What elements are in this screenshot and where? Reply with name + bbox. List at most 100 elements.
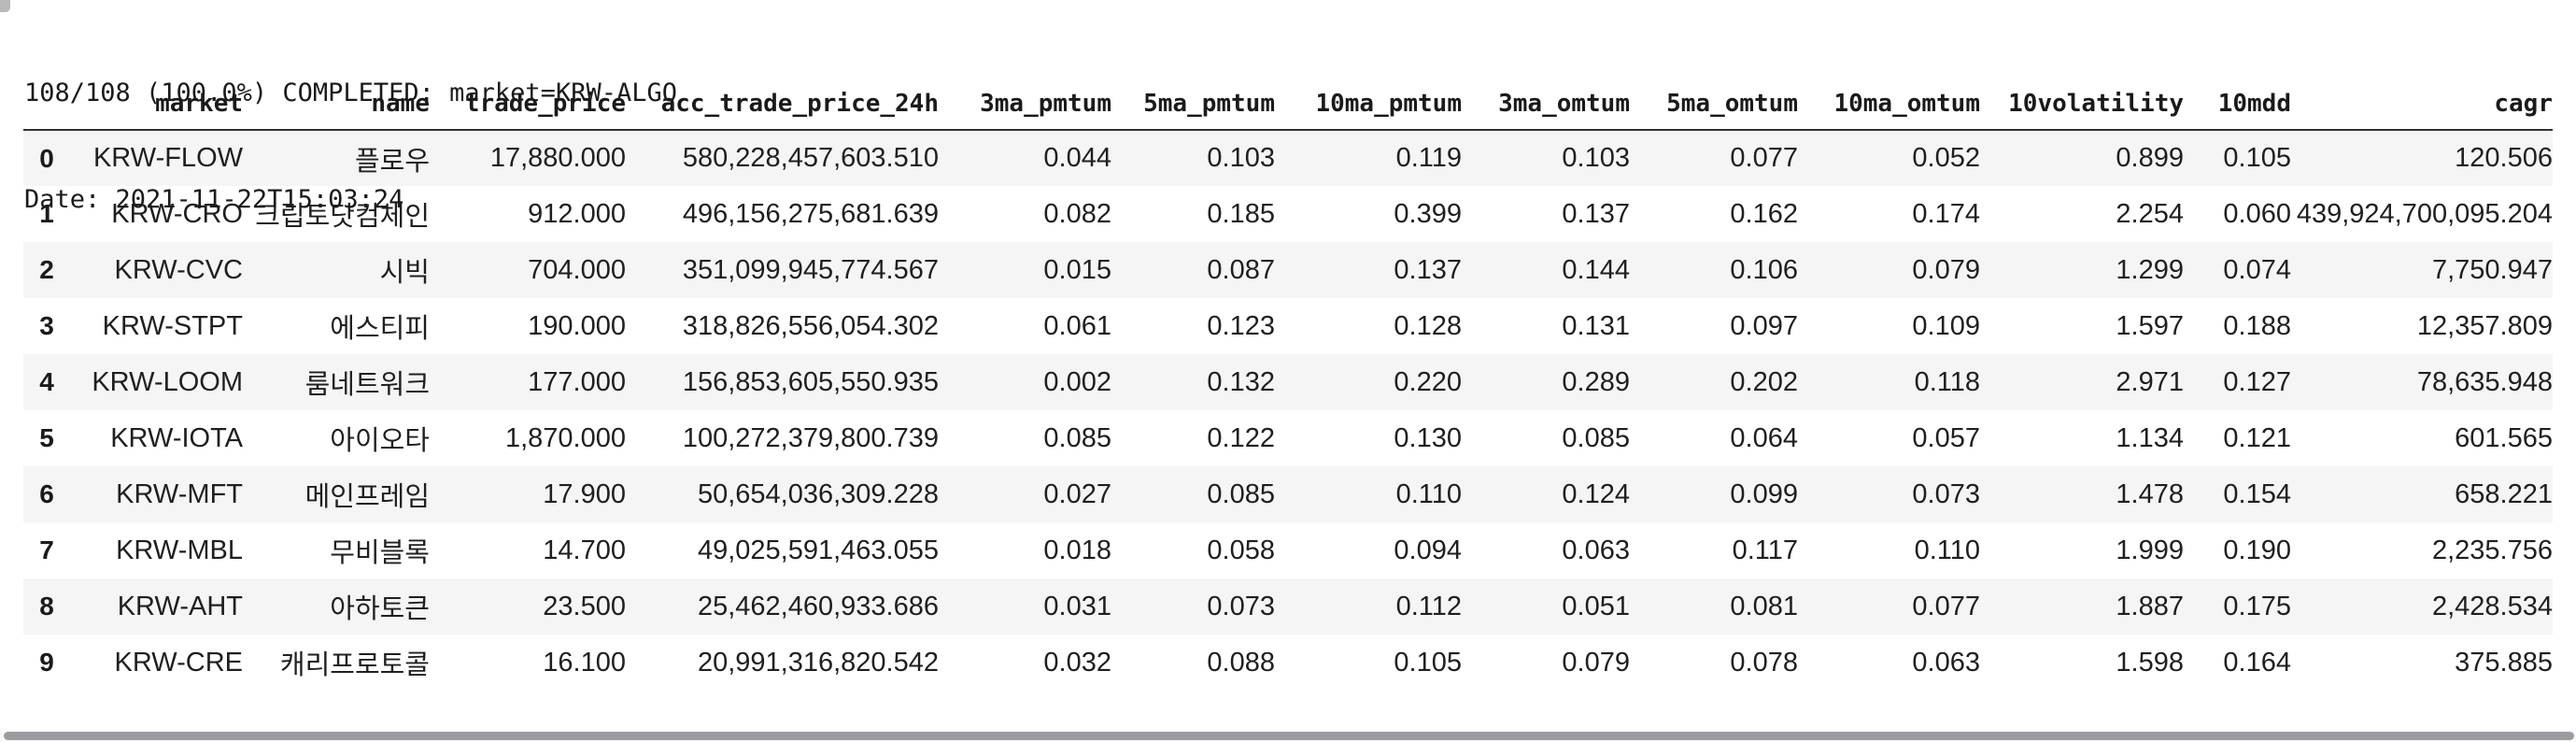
cell-10ma_omtum: 0.109 [1912,310,1980,341]
cell-5ma_omtum: 0.106 [1730,254,1798,285]
cell-5ma_omtum: 0.202 [1730,366,1798,397]
table-row: 0 KRW-FLOW 플로우 17,880.000 580,228,457,603.51… [23,130,2553,186]
cell-trade_price: 14.700 [543,535,626,565]
cell-cagr: 7,750.947 [2431,254,2553,285]
column-header-5ma_omtum: 5ma_omtum [1630,90,1798,131]
cell-5ma_omtum: 0.117 [1732,535,1798,565]
cell-3ma_omtum: 0.051 [1562,591,1630,621]
cell-name: 크립토닷컴체인 [255,202,430,232]
cell-3ma_omtum: 0.124 [1562,478,1630,509]
cell-10ma_pmtum: 0.130 [1394,422,1462,453]
cell-10ma_omtum: 0.079 [1912,254,1980,285]
table-row: 2 KRW-CVC 시빅 704.000 351,099,945,774.567 0.01… [23,242,2553,298]
cell-10volatility: 2.254 [2116,198,2184,229]
table-row: 7 KRW-MBL 무비블록 14.700 49,025,591,463.055 0.01… [23,522,2553,578]
cell-5ma_pmtum: 0.122 [1207,422,1275,453]
horizontal-scrollbar-thumb[interactable] [4,732,2574,740]
cell-name: 시빅 [379,258,430,288]
cell-cagr: 375.885 [2455,647,2553,678]
cell-3ma_omtum: 0.131 [1562,310,1630,341]
cell-10mdd: 0.154 [2223,478,2291,509]
cell-10volatility: 1.134 [2116,422,2184,453]
cell-trade_price: 704.000 [528,254,626,285]
cell-trade_price: 190.000 [528,310,626,341]
cell-5ma_pmtum: 0.088 [1207,647,1275,678]
cell-3ma_omtum: 0.085 [1562,422,1630,453]
column-header-3ma_omtum: 3ma_omtum [1462,90,1630,131]
cell-3ma_omtum: 0.289 [1562,366,1630,397]
cell-market: KRW-AHT [117,591,243,621]
cell-3ma_pmtum: 0.018 [1043,535,1111,565]
table-row: 5 KRW-IOTA 아이오타 1,870.000 100,272,379,800.73… [23,410,2553,466]
row-index: 0 [39,143,54,173]
cell-name: 아이오타 [330,426,430,456]
horizontal-scrollbar[interactable] [0,730,2576,742]
cell-5ma_omtum: 0.081 [1730,591,1798,621]
cell-10volatility: 0.899 [2116,143,2184,173]
cell-5ma_omtum: 0.162 [1730,198,1798,229]
cell-5ma_pmtum: 0.058 [1207,535,1275,565]
cell-10ma_pmtum: 0.128 [1394,310,1462,341]
cell-5ma_pmtum: 0.073 [1207,591,1275,621]
row-index: 9 [39,648,54,677]
table-row: 9 KRW-CRE 캐리프로토콜 16.100 20,991,316,820.542 0.… [23,635,2553,691]
cell-trade_price: 17,880.000 [489,143,626,173]
cell-market: KRW-LOOM [92,366,243,397]
cell-10mdd: 0.121 [2223,422,2291,453]
cell-acc_trade_price_24h: 100,272,379,800.739 [682,422,939,453]
cell-10ma_omtum: 0.073 [1912,478,1980,509]
cell-3ma_pmtum: 0.002 [1043,366,1111,397]
cell-10ma_omtum: 0.063 [1912,647,1980,678]
column-header-cagr: cagr [2291,90,2553,131]
cell-10ma_pmtum: 0.399 [1394,198,1462,229]
column-header-5ma_pmtum: 5ma_pmtum [1111,90,1275,131]
cell-3ma_pmtum: 0.044 [1043,143,1111,173]
cell-10ma_omtum: 0.057 [1912,422,1980,453]
cell-5ma_pmtum: 0.087 [1207,254,1275,285]
date-line: Date: 2021-11-22T15:03:24 [24,185,404,214]
cell-10ma_pmtum: 0.110 [1395,478,1462,509]
cell-market: KRW-MBL [116,535,243,565]
cell-10volatility: 2.971 [2116,366,2184,397]
cell-market: KRW-MFT [116,478,243,509]
row-index: 3 [39,311,54,340]
cell-cagr: 658.221 [2455,478,2553,509]
cell-trade_price: 17.900 [543,478,626,509]
cell-market: KRW-IOTA [110,422,243,453]
cell-acc_trade_price_24h: 496,156,275,681.639 [682,198,939,229]
cell-cagr: 2,428.534 [2431,591,2553,621]
cell-5ma_pmtum: 0.103 [1207,143,1275,173]
cell-name: 캐리프로토콜 [279,650,430,680]
cell-acc_trade_price_24h: 351,099,945,774.567 [682,254,939,285]
table-row: 4 KRW-LOOM 룸네트워크 177.000 156,853,605,550.935… [23,354,2553,410]
cell-acc_trade_price_24h: 156,853,605,550.935 [682,366,939,397]
cell-acc_trade_price_24h: 318,826,556,054.302 [682,310,939,341]
cell-10ma_pmtum: 0.119 [1395,143,1462,173]
cell-5ma_pmtum: 0.185 [1207,198,1275,229]
row-index: 1 [39,199,54,228]
cell-market: KRW-STPT [102,310,243,341]
cell-trade_price: 1,870.000 [504,422,626,453]
cell-name: 메인프레임 [304,482,430,512]
cell-3ma_pmtum: 0.031 [1043,591,1111,621]
cell-10ma_pmtum: 0.220 [1394,366,1462,397]
cell-3ma_omtum: 0.063 [1562,535,1630,565]
cell-10ma_omtum: 0.110 [1914,535,1980,565]
cell-10mdd: 0.105 [2223,143,2291,173]
cell-10ma_omtum: 0.174 [1912,198,1980,229]
cell-10ma_pmtum: 0.112 [1395,591,1462,621]
cell-10ma_omtum: 0.118 [1914,366,1980,397]
cell-trade_price: 23.500 [543,591,626,621]
cell-5ma_omtum: 0.077 [1730,143,1798,173]
column-header-trade_price: trade_price [430,90,626,131]
cell-trade_price: 912.000 [528,198,626,229]
column-header-acc_trade_price_24h: acc_trade_price_24h [626,90,939,131]
row-index: 5 [39,423,54,452]
dataframe-body: 0 KRW-FLOW 플로우 17,880.000 580,228,457,603.51… [23,130,2553,691]
row-index: 7 [39,535,54,564]
cell-10volatility: 1.598 [2116,647,2184,678]
cell-10mdd: 0.074 [2223,254,2291,285]
cell-market: KRW-CRO [111,198,243,229]
column-header-market: market [70,90,243,131]
row-index: 2 [39,255,54,284]
